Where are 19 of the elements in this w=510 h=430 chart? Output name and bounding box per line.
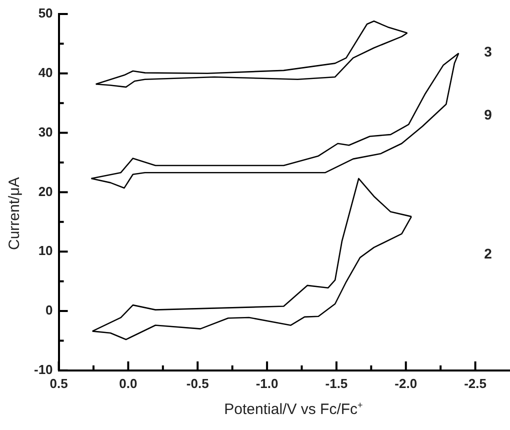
y-tick-label: 10 [38,243,53,258]
y-tick-label: 40 [38,64,53,80]
y-tick-label: 20 [38,184,53,199]
y-tick-label: 30 [38,124,53,140]
text: 9 [484,106,492,123]
text: 2 [484,246,492,262]
y-tick-label: -10 [34,362,53,377]
x-tick-label: -1.0 [256,376,278,391]
y-axis-title: Current/μA [6,177,23,250]
x-tick-label: -2.5 [464,376,486,391]
y-tick-label: 0 [46,302,53,318]
text: 3 [484,43,492,60]
x-tick-label: -1.5 [325,376,348,391]
y-tick-label: 50 [38,6,53,21]
x-tick-label: -2.0 [394,376,418,391]
x-tick-label: -0.5 [186,376,209,391]
x-tick-label: 0.0 [119,376,138,391]
x-tick-label: 0.5 [50,376,68,391]
x-axis-title: Potential/V vs Fc/Fc$^{+}$ [223,400,364,418]
